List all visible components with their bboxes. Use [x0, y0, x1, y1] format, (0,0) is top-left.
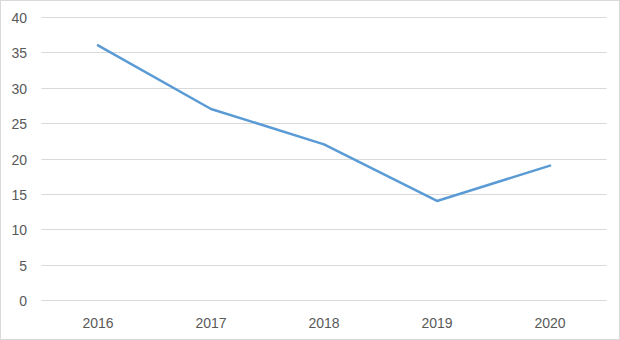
y-tick-label: 25 [11, 116, 27, 132]
y-tick-label: 10 [11, 222, 27, 238]
grid-line [42, 17, 607, 18]
grid [42, 18, 607, 301]
grid-line [42, 52, 607, 53]
y-tick-label: 0 [19, 293, 27, 309]
x-tick-label: 2016 [82, 315, 113, 331]
grid-line [42, 300, 607, 301]
y-tick-label: 15 [11, 187, 27, 203]
y-tick-label: 20 [11, 152, 27, 168]
grid-line [42, 159, 607, 160]
y-tick-label: 40 [11, 10, 27, 26]
grid-line [42, 88, 607, 89]
chart-frame [1, 1, 620, 340]
data-line [98, 45, 550, 201]
plot-area [98, 45, 550, 201]
x-tick-label: 2018 [308, 315, 339, 331]
x-tick-label: 2017 [195, 315, 226, 331]
grid-line [42, 194, 607, 195]
y-tick-label: 30 [11, 81, 27, 97]
chart-container: 0 5 10 15 20 25 30 35 40 2016 2017 2018 2019 2020 [0, 0, 620, 340]
x-tick-label: 2019 [421, 315, 452, 331]
grid-line [42, 229, 607, 230]
y-tick-label: 5 [19, 258, 27, 274]
x-tick-label: 2020 [534, 315, 565, 331]
grid-line [42, 123, 607, 124]
chart: 0 5 10 15 20 25 30 35 40 2016 2017 2018 2019 2020 [0, 0, 620, 340]
y-tick-label: 35 [11, 45, 27, 61]
grid-line [42, 265, 607, 266]
